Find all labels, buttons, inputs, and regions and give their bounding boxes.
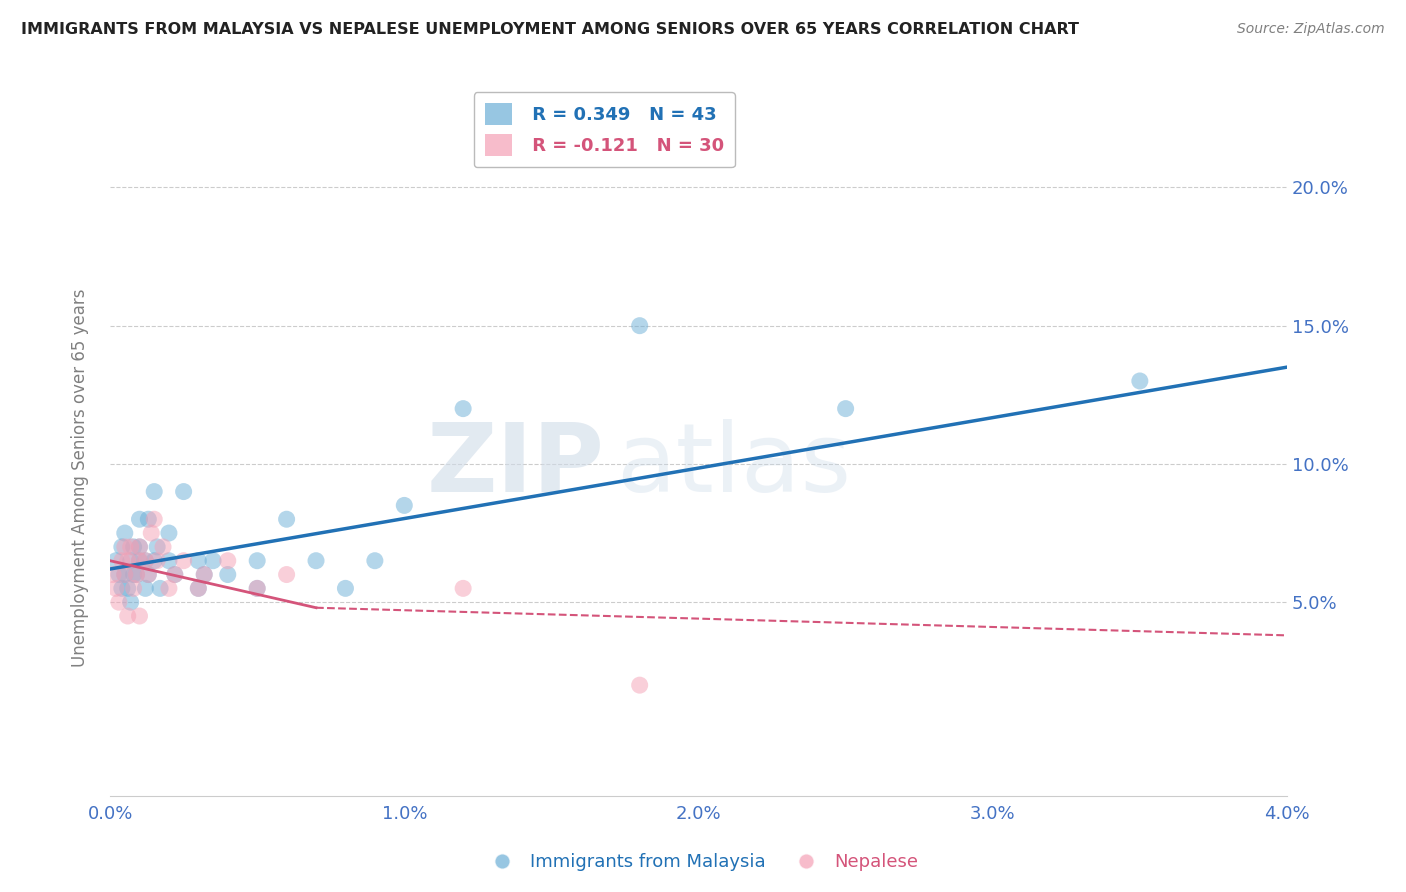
Point bbox=[157, 526, 180, 541]
Point bbox=[104, 582, 127, 596]
Point bbox=[136, 512, 159, 526]
Point bbox=[120, 554, 142, 568]
Point bbox=[157, 554, 180, 568]
Point bbox=[108, 567, 131, 582]
Point bbox=[122, 582, 145, 596]
Point bbox=[143, 512, 166, 526]
Point bbox=[111, 582, 134, 596]
Point bbox=[134, 554, 156, 568]
Point bbox=[149, 582, 172, 596]
Point bbox=[111, 554, 134, 568]
Point bbox=[276, 567, 298, 582]
Point bbox=[152, 540, 174, 554]
Point bbox=[120, 540, 142, 554]
Point bbox=[246, 582, 269, 596]
Point bbox=[163, 567, 186, 582]
Point bbox=[104, 554, 127, 568]
Point bbox=[125, 567, 148, 582]
Point bbox=[628, 678, 651, 692]
Point bbox=[117, 609, 139, 624]
Point bbox=[276, 512, 298, 526]
Point bbox=[134, 554, 156, 568]
Point bbox=[193, 567, 215, 582]
Point bbox=[120, 595, 142, 609]
Point bbox=[202, 554, 225, 568]
Text: atlas: atlas bbox=[616, 418, 851, 511]
Point bbox=[187, 582, 209, 596]
Point bbox=[114, 567, 136, 582]
Point bbox=[141, 526, 163, 541]
Point bbox=[163, 567, 186, 582]
Point bbox=[122, 567, 145, 582]
Point bbox=[143, 484, 166, 499]
Point bbox=[451, 582, 474, 596]
Point bbox=[157, 582, 180, 596]
Point bbox=[125, 567, 148, 582]
Point bbox=[1129, 374, 1152, 388]
Point bbox=[628, 318, 651, 333]
Point bbox=[834, 401, 856, 416]
Point bbox=[217, 554, 239, 568]
Point bbox=[128, 554, 150, 568]
Point bbox=[108, 595, 131, 609]
Point bbox=[143, 554, 166, 568]
Legend:  R = 0.349   N = 43,  R = -0.121   N = 30: R = 0.349 N = 43, R = -0.121 N = 30 bbox=[474, 93, 735, 167]
Text: ZIP: ZIP bbox=[426, 418, 605, 511]
Text: IMMIGRANTS FROM MALAYSIA VS NEPALESE UNEMPLOYMENT AMONG SENIORS OVER 65 YEARS CO: IMMIGRANTS FROM MALAYSIA VS NEPALESE UNE… bbox=[21, 22, 1078, 37]
Point bbox=[193, 567, 215, 582]
Point bbox=[394, 499, 416, 513]
Point bbox=[246, 554, 269, 568]
Point bbox=[117, 582, 139, 596]
Point bbox=[187, 554, 209, 568]
Point bbox=[246, 582, 269, 596]
Point bbox=[128, 512, 150, 526]
Point bbox=[173, 484, 195, 499]
Point bbox=[146, 540, 169, 554]
Point bbox=[117, 554, 139, 568]
Point bbox=[128, 609, 150, 624]
Point bbox=[173, 554, 195, 568]
Point bbox=[187, 582, 209, 596]
Point bbox=[451, 401, 474, 416]
Point bbox=[114, 567, 136, 582]
Point bbox=[128, 554, 150, 568]
Legend: Immigrants from Malaysia, Nepalese: Immigrants from Malaysia, Nepalese bbox=[481, 847, 925, 879]
Point bbox=[335, 582, 357, 596]
Point bbox=[146, 554, 169, 568]
Point bbox=[305, 554, 328, 568]
Point bbox=[134, 582, 156, 596]
Point bbox=[128, 540, 150, 554]
Point bbox=[114, 526, 136, 541]
Point bbox=[128, 540, 150, 554]
Point bbox=[364, 554, 387, 568]
Point bbox=[136, 567, 159, 582]
Point bbox=[136, 567, 159, 582]
Point bbox=[101, 567, 124, 582]
Point bbox=[111, 540, 134, 554]
Y-axis label: Unemployment Among Seniors over 65 years: Unemployment Among Seniors over 65 years bbox=[72, 288, 89, 667]
Point bbox=[114, 540, 136, 554]
Point bbox=[122, 540, 145, 554]
Point bbox=[217, 567, 239, 582]
Text: Source: ZipAtlas.com: Source: ZipAtlas.com bbox=[1237, 22, 1385, 37]
